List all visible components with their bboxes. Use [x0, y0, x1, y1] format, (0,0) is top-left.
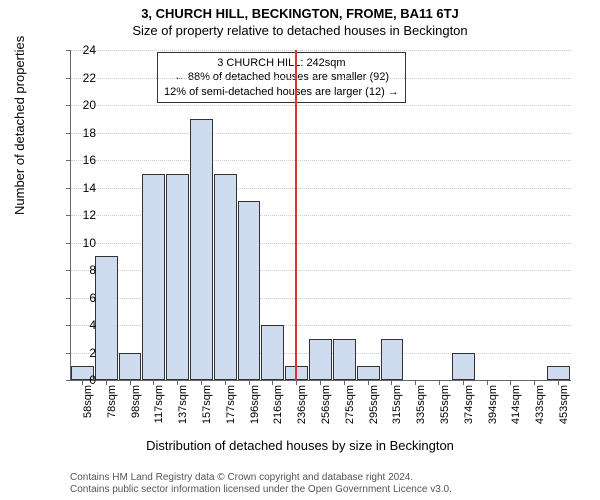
- grid-line: [71, 160, 571, 161]
- y-axis-label: Number of detached properties: [12, 36, 27, 215]
- x-tick-label: 157sqm: [201, 385, 213, 435]
- histogram-bar: [309, 339, 332, 380]
- grid-line: [71, 105, 571, 106]
- x-tick-label: 414sqm: [510, 385, 522, 435]
- y-tick-label: 10: [66, 236, 96, 250]
- x-tick-mark: [415, 380, 416, 385]
- footer-line2: Contains public sector information licen…: [70, 484, 452, 496]
- x-tick-label: 295sqm: [368, 385, 380, 435]
- chart-container: 3, CHURCH HILL, BECKINGTON, FROME, BA11 …: [0, 0, 600, 500]
- y-tick-label: 6: [66, 291, 96, 305]
- x-tick-mark: [153, 380, 154, 385]
- x-tick-mark: [130, 380, 131, 385]
- x-tick-label: 355sqm: [439, 385, 451, 435]
- x-tick-mark: [82, 380, 83, 385]
- x-tick-mark: [558, 380, 559, 385]
- y-tick-label: 20: [66, 98, 96, 112]
- histogram-bar: [547, 366, 570, 380]
- x-tick-mark: [225, 380, 226, 385]
- reference-line: [295, 50, 297, 380]
- x-tick-label: 394sqm: [487, 385, 499, 435]
- grid-line: [71, 50, 571, 51]
- x-tick-mark: [320, 380, 321, 385]
- x-tick-label: 236sqm: [296, 385, 308, 435]
- x-tick-label: 433sqm: [534, 385, 546, 435]
- histogram-bar: [333, 339, 356, 380]
- histogram-bar: [190, 119, 213, 380]
- x-tick-label: 275sqm: [344, 385, 356, 435]
- histogram-bar: [357, 366, 380, 380]
- x-tick-mark: [487, 380, 488, 385]
- y-tick-label: 24: [66, 43, 96, 57]
- x-tick-mark: [296, 380, 297, 385]
- y-tick-label: 4: [66, 318, 96, 332]
- x-tick-label: 137sqm: [177, 385, 189, 435]
- y-tick-label: 16: [66, 153, 96, 167]
- x-tick-label: 196sqm: [249, 385, 261, 435]
- x-tick-label: 216sqm: [272, 385, 284, 435]
- x-tick-label: 98sqm: [130, 385, 142, 435]
- x-tick-label: 453sqm: [558, 385, 570, 435]
- title-main: 3, CHURCH HILL, BECKINGTON, FROME, BA11 …: [0, 0, 600, 21]
- histogram-bar: [214, 174, 237, 380]
- y-tick-label: 12: [66, 208, 96, 222]
- x-tick-mark: [534, 380, 535, 385]
- histogram-bar: [261, 325, 284, 380]
- y-tick-label: 14: [66, 181, 96, 195]
- histogram-bar: [452, 353, 475, 381]
- x-tick-label: 78sqm: [106, 385, 118, 435]
- annotation-line1: 3 CHURCH HILL: 242sqm: [164, 56, 399, 70]
- x-tick-mark: [463, 380, 464, 385]
- x-tick-label: 374sqm: [463, 385, 475, 435]
- histogram-bar: [238, 201, 261, 380]
- histogram-bar: [381, 339, 404, 380]
- x-axis-label: Distribution of detached houses by size …: [0, 438, 600, 453]
- y-tick-label: 2: [66, 346, 96, 360]
- x-tick-label: 335sqm: [415, 385, 427, 435]
- x-tick-label: 117sqm: [153, 385, 165, 435]
- plot-area: 3 CHURCH HILL: 242sqm ← 88% of detached …: [70, 50, 571, 381]
- y-tick-label: 22: [66, 71, 96, 85]
- x-tick-mark: [344, 380, 345, 385]
- x-tick-mark: [510, 380, 511, 385]
- x-tick-mark: [272, 380, 273, 385]
- y-tick-label: 8: [66, 263, 96, 277]
- x-tick-mark: [177, 380, 178, 385]
- histogram-bar: [95, 256, 118, 380]
- x-tick-mark: [201, 380, 202, 385]
- histogram-bar: [142, 174, 165, 380]
- title-sub: Size of property relative to detached ho…: [0, 21, 600, 38]
- x-tick-label: 58sqm: [82, 385, 94, 435]
- x-tick-mark: [439, 380, 440, 385]
- x-tick-label: 177sqm: [225, 385, 237, 435]
- x-tick-mark: [106, 380, 107, 385]
- x-tick-mark: [249, 380, 250, 385]
- annotation-line3: 12% of semi-detached houses are larger (…: [164, 85, 399, 99]
- x-tick-label: 256sqm: [320, 385, 332, 435]
- y-tick-label: 18: [66, 126, 96, 140]
- x-tick-mark: [368, 380, 369, 385]
- histogram-bar: [119, 353, 142, 381]
- footer-line1: Contains HM Land Registry data © Crown c…: [70, 472, 452, 484]
- footer: Contains HM Land Registry data © Crown c…: [70, 472, 452, 496]
- grid-line: [71, 78, 571, 79]
- x-tick-label: 315sqm: [391, 385, 403, 435]
- histogram-bar: [166, 174, 189, 380]
- x-tick-mark: [391, 380, 392, 385]
- grid-line: [71, 133, 571, 134]
